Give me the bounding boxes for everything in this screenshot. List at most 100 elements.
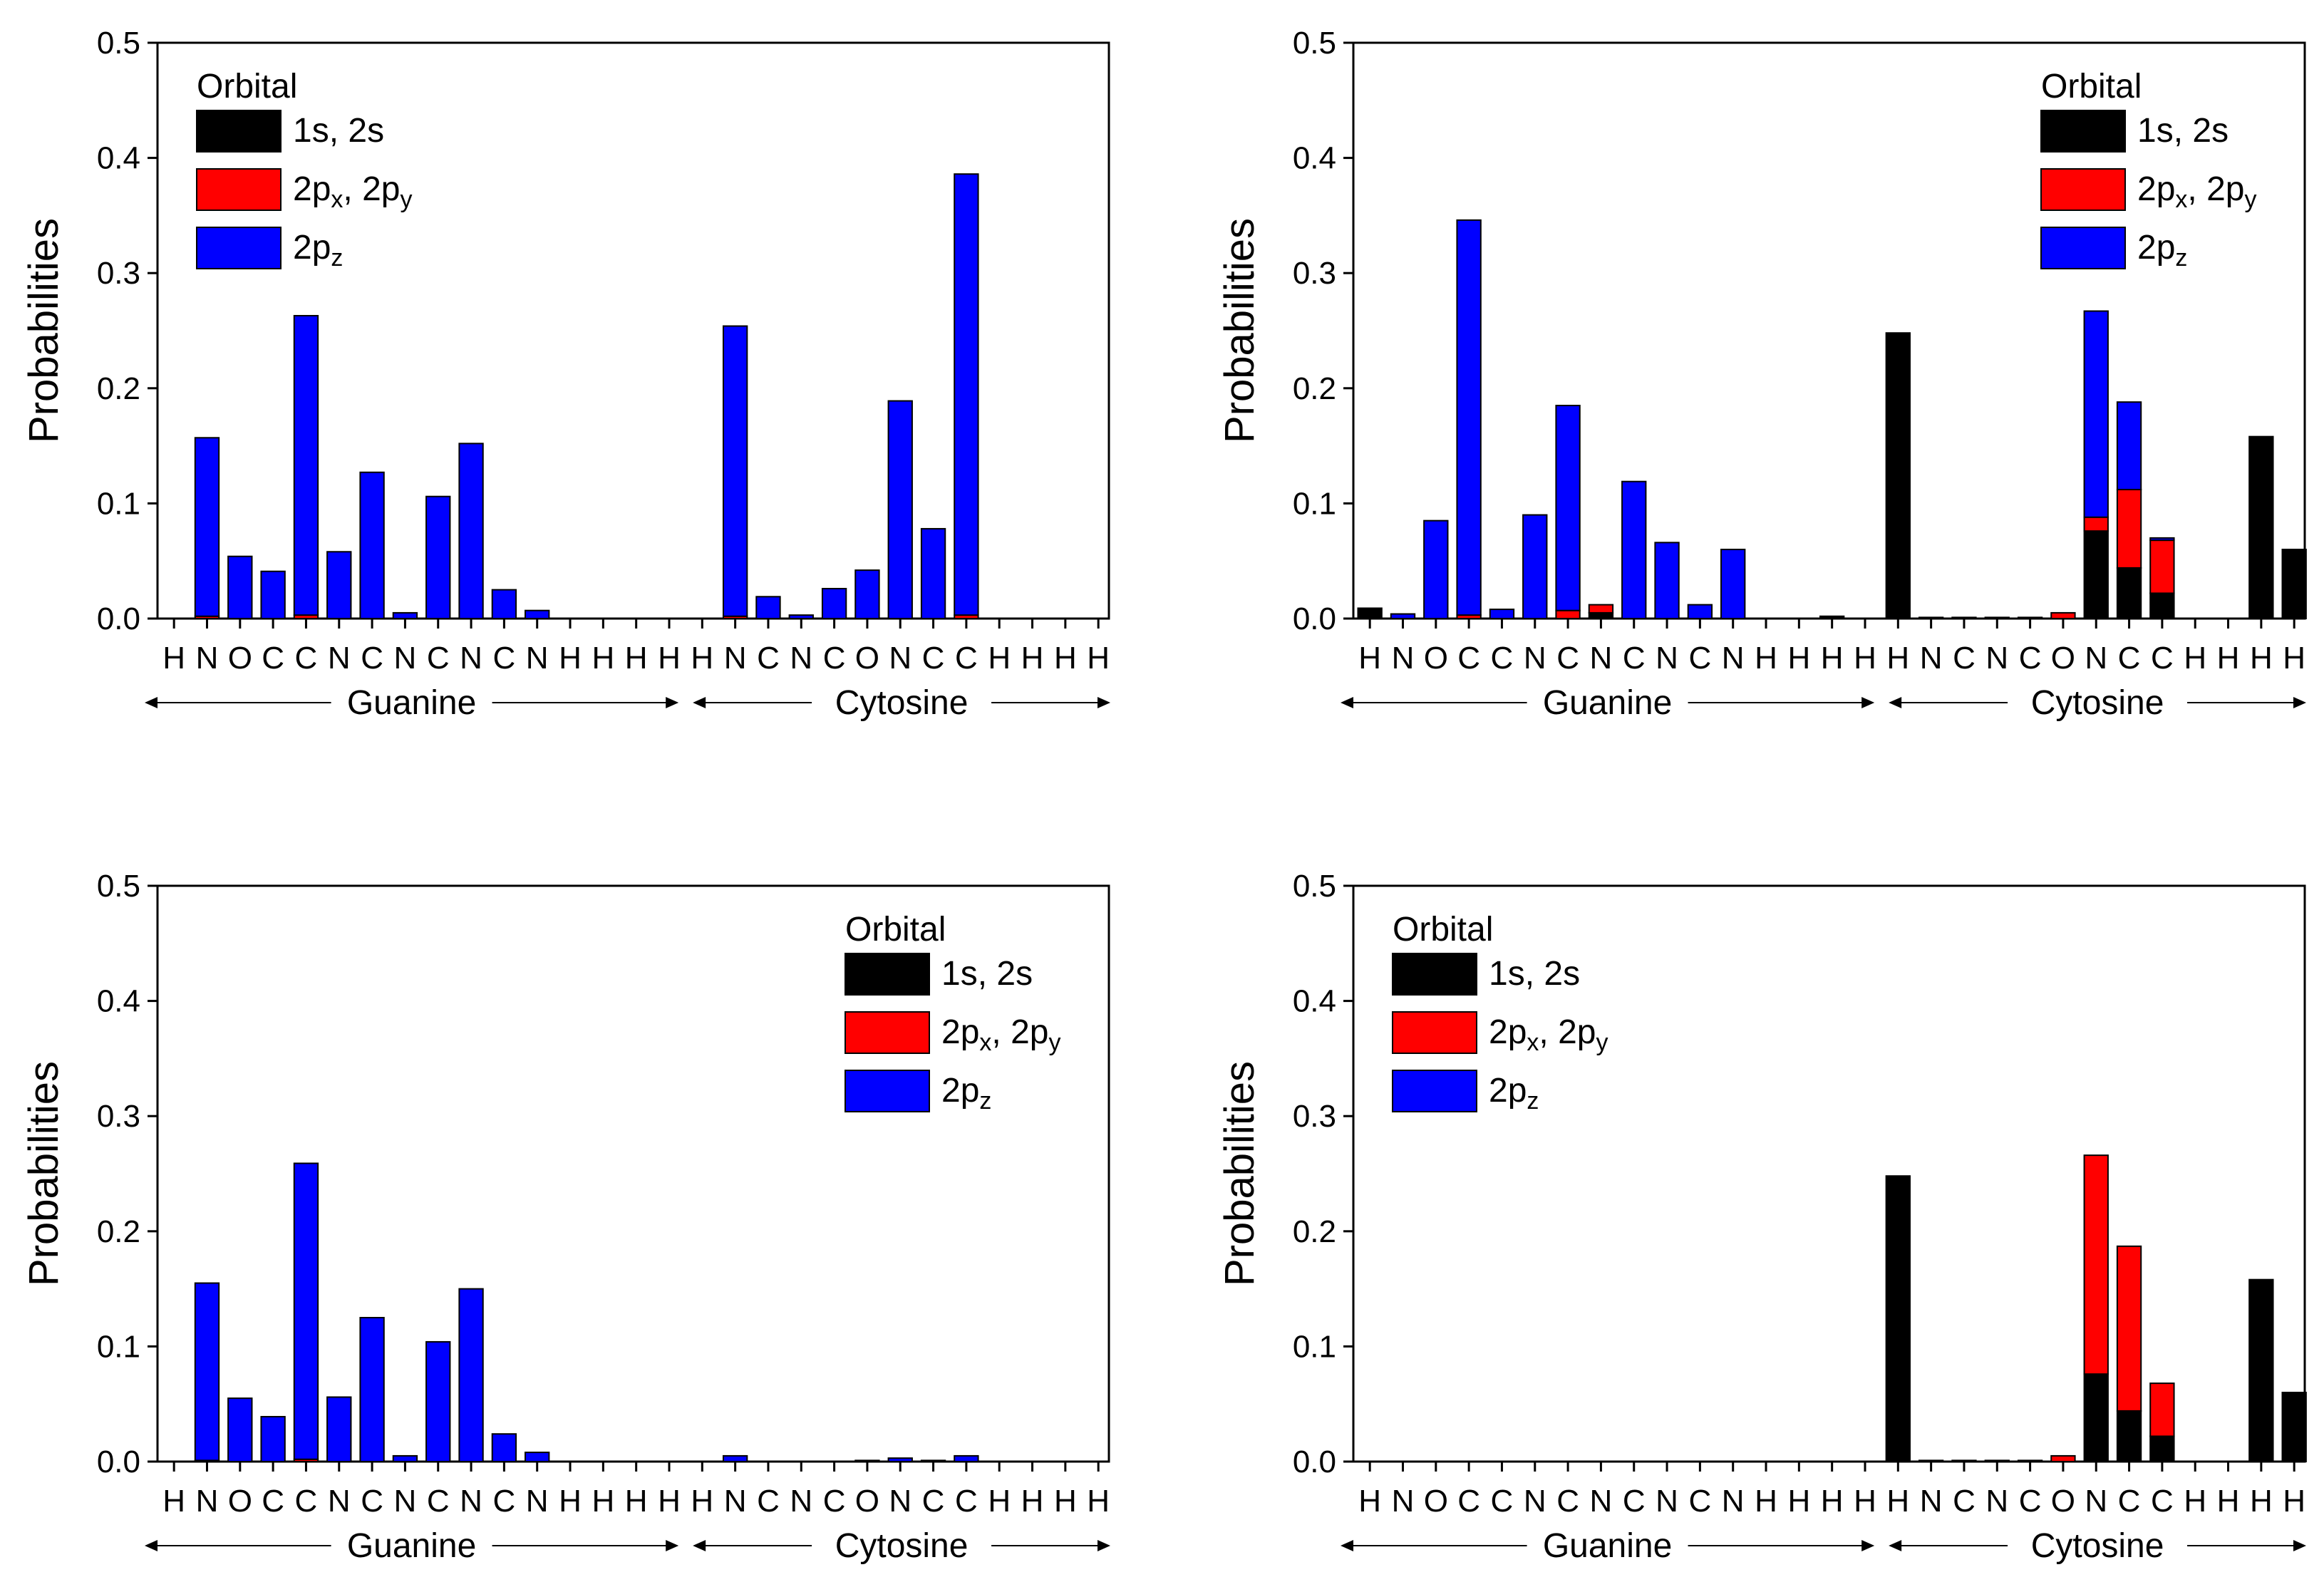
bar-segment-pz bbox=[491, 1433, 517, 1462]
arrowhead-left bbox=[1889, 697, 1902, 708]
legend-label-pz: 2pz bbox=[1489, 1072, 1539, 1115]
x-category-label: H bbox=[2184, 1484, 2206, 1519]
legend-swatch-s bbox=[2040, 110, 2126, 153]
y-tick-label: 0.3 bbox=[1293, 1099, 1336, 1134]
legend-label-pz: 2pz bbox=[2137, 229, 2187, 272]
y-tick-label: 0.1 bbox=[97, 486, 140, 521]
x-category-label: N bbox=[1985, 641, 2008, 676]
x-category-label: H bbox=[1886, 1484, 1909, 1519]
x-category-label: C bbox=[922, 641, 945, 676]
x-category-label: C bbox=[1688, 1484, 1711, 1519]
x-category-label: N bbox=[790, 1484, 812, 1519]
bar-segment-s bbox=[1951, 616, 1977, 619]
bar-segment-pz bbox=[227, 1397, 253, 1462]
x-category-label: H bbox=[162, 1484, 185, 1519]
x-category-label: C bbox=[823, 1484, 846, 1519]
bar-segment-pz bbox=[1423, 519, 1449, 620]
bar-segment-pz bbox=[920, 1459, 946, 1463]
bar-segment-pz bbox=[1654, 542, 1680, 619]
x-category-label: C bbox=[262, 641, 284, 676]
bar-segment-pz bbox=[525, 609, 550, 619]
x-category-label: C bbox=[757, 1484, 780, 1519]
x-category-label: H bbox=[1021, 641, 1044, 676]
bar-segment-pz bbox=[392, 611, 418, 619]
bar-segment-s bbox=[2248, 1278, 2274, 1462]
x-category-label: N bbox=[1920, 1484, 1943, 1519]
group-label-cytosine: Cytosine bbox=[835, 684, 969, 722]
legend: Orbital 1s, 2s 2px, 2py 2pz bbox=[2040, 68, 2256, 272]
arrowhead-left bbox=[693, 697, 706, 708]
x-category-label: N bbox=[1392, 641, 1415, 676]
group-label-guanine: Guanine bbox=[347, 1527, 476, 1565]
x-category-label: H bbox=[1821, 1484, 1844, 1519]
bar-segment-pz bbox=[954, 173, 979, 616]
y-tick-label: 0.1 bbox=[1293, 1329, 1336, 1364]
x-category-label: C bbox=[492, 641, 515, 676]
bar-segment-s bbox=[2116, 567, 2142, 619]
arrowhead-right bbox=[666, 697, 679, 708]
y-axis-title: Probabilities bbox=[21, 1061, 67, 1286]
arrowhead-left bbox=[145, 697, 157, 708]
x-category-label: C bbox=[922, 1484, 945, 1519]
x-category-label: N bbox=[1524, 641, 1546, 676]
x-category-label: N bbox=[394, 1484, 417, 1519]
x-category-label: O bbox=[1424, 1484, 1448, 1519]
y-tick-label: 0.3 bbox=[97, 1099, 140, 1134]
bar-segment-pz bbox=[1621, 480, 1647, 619]
bar-segment-pz bbox=[854, 1459, 880, 1463]
x-category-label: C bbox=[361, 1484, 383, 1519]
x-category-label: C bbox=[492, 1484, 515, 1519]
x-category-label: H bbox=[1087, 1484, 1110, 1519]
x-category-label: N bbox=[1985, 1484, 2008, 1519]
legend: Orbital 1s, 2s 2px, 2py 2pz bbox=[845, 911, 1060, 1115]
bar-segment-s bbox=[1918, 1459, 1944, 1463]
legend-title: Orbital bbox=[2041, 68, 2142, 105]
x-category-label: C bbox=[427, 641, 450, 676]
plot-frame bbox=[156, 884, 1110, 1463]
x-category-label: H bbox=[559, 641, 582, 676]
x-category-label: H bbox=[1787, 641, 1810, 676]
x-category-label: O bbox=[228, 1484, 252, 1519]
y-tick-label: 0.0 bbox=[97, 1444, 140, 1479]
bar-segment-pxy bbox=[2116, 1245, 2142, 1412]
x-category-label: N bbox=[526, 1484, 549, 1519]
bar-segment-s bbox=[1357, 607, 1383, 619]
bar-segment-pz bbox=[1687, 604, 1713, 619]
bar-segment-pz bbox=[491, 589, 517, 619]
bar-segment-pz bbox=[1522, 514, 1548, 619]
bar-segment-pz bbox=[788, 614, 814, 619]
y-tick-label: 0.4 bbox=[1293, 141, 1336, 176]
legend-swatch-s bbox=[1392, 953, 1477, 996]
x-category-label: H bbox=[2250, 641, 2273, 676]
bar-segment-pz bbox=[293, 1162, 319, 1460]
legend-label-pxy: 2px, 2py bbox=[2137, 170, 2256, 213]
x-category-label: H bbox=[2283, 1484, 2305, 1519]
x-category-label: N bbox=[724, 641, 747, 676]
x-category-label: H bbox=[1358, 1484, 1381, 1519]
y-tick-label: 0.3 bbox=[1293, 256, 1336, 291]
x-category-label: H bbox=[1854, 641, 1876, 676]
x-category-label: N bbox=[394, 641, 417, 676]
bar-segment-s bbox=[1885, 332, 1911, 619]
plot-frame bbox=[156, 41, 1110, 620]
x-category-label: C bbox=[2019, 1484, 2042, 1519]
x-category-label: H bbox=[1021, 1484, 1044, 1519]
bar-segment-pz bbox=[392, 1454, 418, 1463]
x-category-label: C bbox=[1457, 1484, 1480, 1519]
legend-swatch-pxy bbox=[845, 1011, 930, 1054]
bar-segment-pxy bbox=[2149, 1382, 2175, 1437]
x-category-label: C bbox=[295, 641, 318, 676]
x-category-label: C bbox=[2151, 641, 2174, 676]
x-category-label: N bbox=[1722, 1484, 1745, 1519]
x-category-label: C bbox=[2118, 641, 2141, 676]
x-category-label: C bbox=[427, 1484, 450, 1519]
x-category-label: N bbox=[2085, 641, 2107, 676]
y-tick-label: 0.1 bbox=[97, 1329, 140, 1364]
group-label-guanine: Guanine bbox=[347, 684, 476, 722]
bar-segment-pz bbox=[2083, 310, 2109, 518]
legend-swatch-pz bbox=[845, 1070, 930, 1112]
x-category-label: H bbox=[625, 641, 648, 676]
x-category-label: C bbox=[295, 1484, 318, 1519]
